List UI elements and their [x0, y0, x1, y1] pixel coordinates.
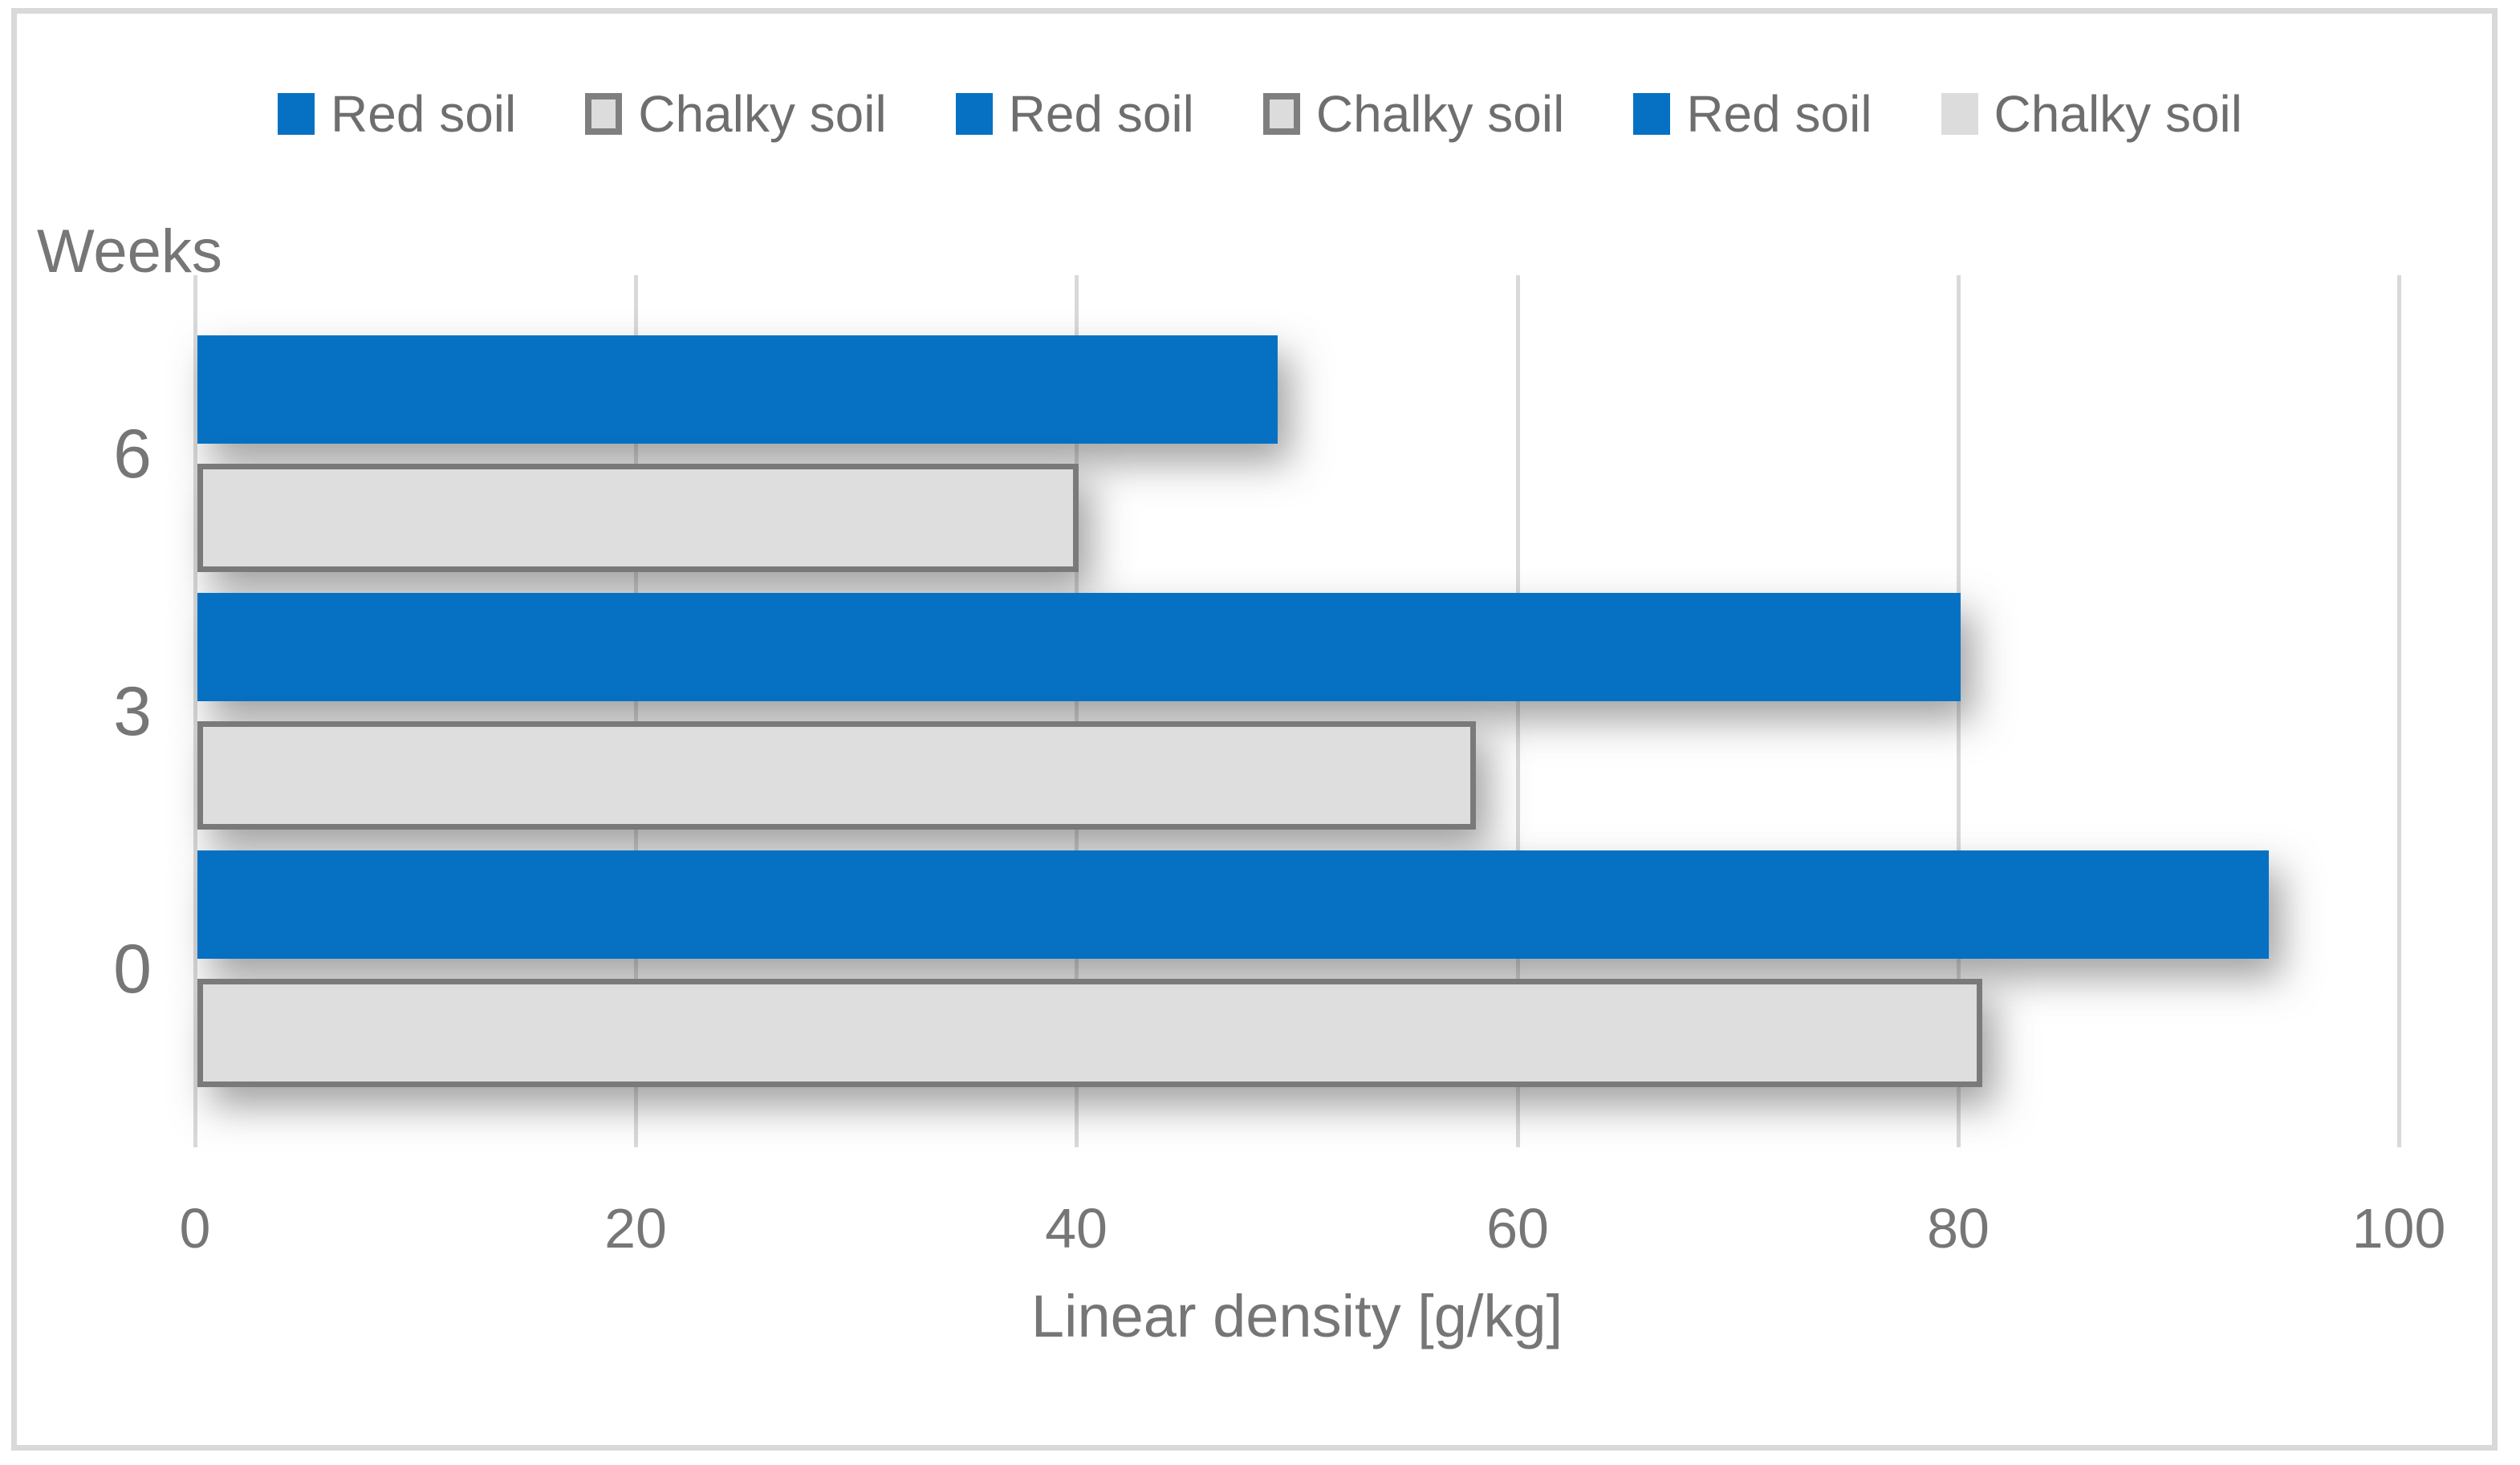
legend-swatch-icon — [1633, 93, 1671, 135]
red-soil-bar-week-6 — [197, 335, 1278, 444]
x-axis-title: Linear density [g/kg] — [1030, 1283, 1563, 1349]
x-tick-label-0: 0 — [179, 1197, 211, 1260]
gridline-x-40 — [1075, 275, 1079, 1147]
red-soil-bar-week-3 — [197, 593, 1961, 701]
x-tick-label-60: 60 — [1486, 1197, 1549, 1260]
chalky-soil-bar-week-3 — [197, 721, 1476, 830]
gridline-x-60 — [1516, 275, 1520, 1147]
chart-legend: Red soil Chalky soil Red soil Chalky soil Re… — [0, 88, 2520, 140]
y-tick-label-3: 3 — [113, 672, 152, 750]
legend-swatch-icon — [955, 93, 993, 135]
legend-swatch-icon — [585, 93, 623, 135]
y-axis-title: Weeks — [37, 217, 222, 286]
x-tick-label-100: 100 — [2351, 1197, 2446, 1260]
gridline-x-20 — [634, 275, 638, 1147]
legend-item-red-soil-1: Red soil — [278, 88, 516, 140]
legend-label: Chalky soil — [638, 85, 887, 143]
legend-item-red-soil-5: Red soil — [1633, 88, 1872, 140]
legend-item-red-soil-3: Red soil — [955, 85, 1194, 143]
plot-area — [193, 275, 2401, 1147]
legend-label: Chalky soil — [1315, 85, 1565, 143]
y-tick-label-0: 0 — [113, 930, 152, 1008]
y-tick-label-6: 6 — [113, 415, 152, 493]
gridline-x-0 — [193, 275, 197, 1147]
x-tick-label-20: 20 — [604, 1197, 667, 1260]
legend-item-chalky-soil-4: Chalky soil — [1262, 85, 1565, 143]
legend-label: Red soil — [1686, 85, 1872, 143]
legend-label: Chalky soil — [1994, 85, 2242, 143]
x-tick-label-80: 80 — [1927, 1197, 1990, 1260]
chalky-soil-bar-week-6 — [197, 464, 1079, 572]
legend-swatch-icon — [1262, 93, 1300, 135]
x-tick-label-40: 40 — [1045, 1197, 1108, 1260]
red-soil-bar-week-0 — [197, 850, 2269, 959]
gridline-x-80 — [1957, 275, 1961, 1147]
legend-swatch-icon — [278, 93, 315, 135]
legend-label: Red soil — [1008, 85, 1194, 143]
legend-label: Red soil — [331, 85, 517, 143]
legend-item-chalky-soil-2: Chalky soil — [585, 85, 887, 143]
legend-swatch-icon — [1941, 93, 1978, 135]
legend-item-chalky-soil-6: Chalky soil — [1941, 88, 2242, 140]
chalky-soil-bar-week-0 — [197, 979, 1982, 1087]
gridline-x-100 — [2397, 275, 2401, 1147]
